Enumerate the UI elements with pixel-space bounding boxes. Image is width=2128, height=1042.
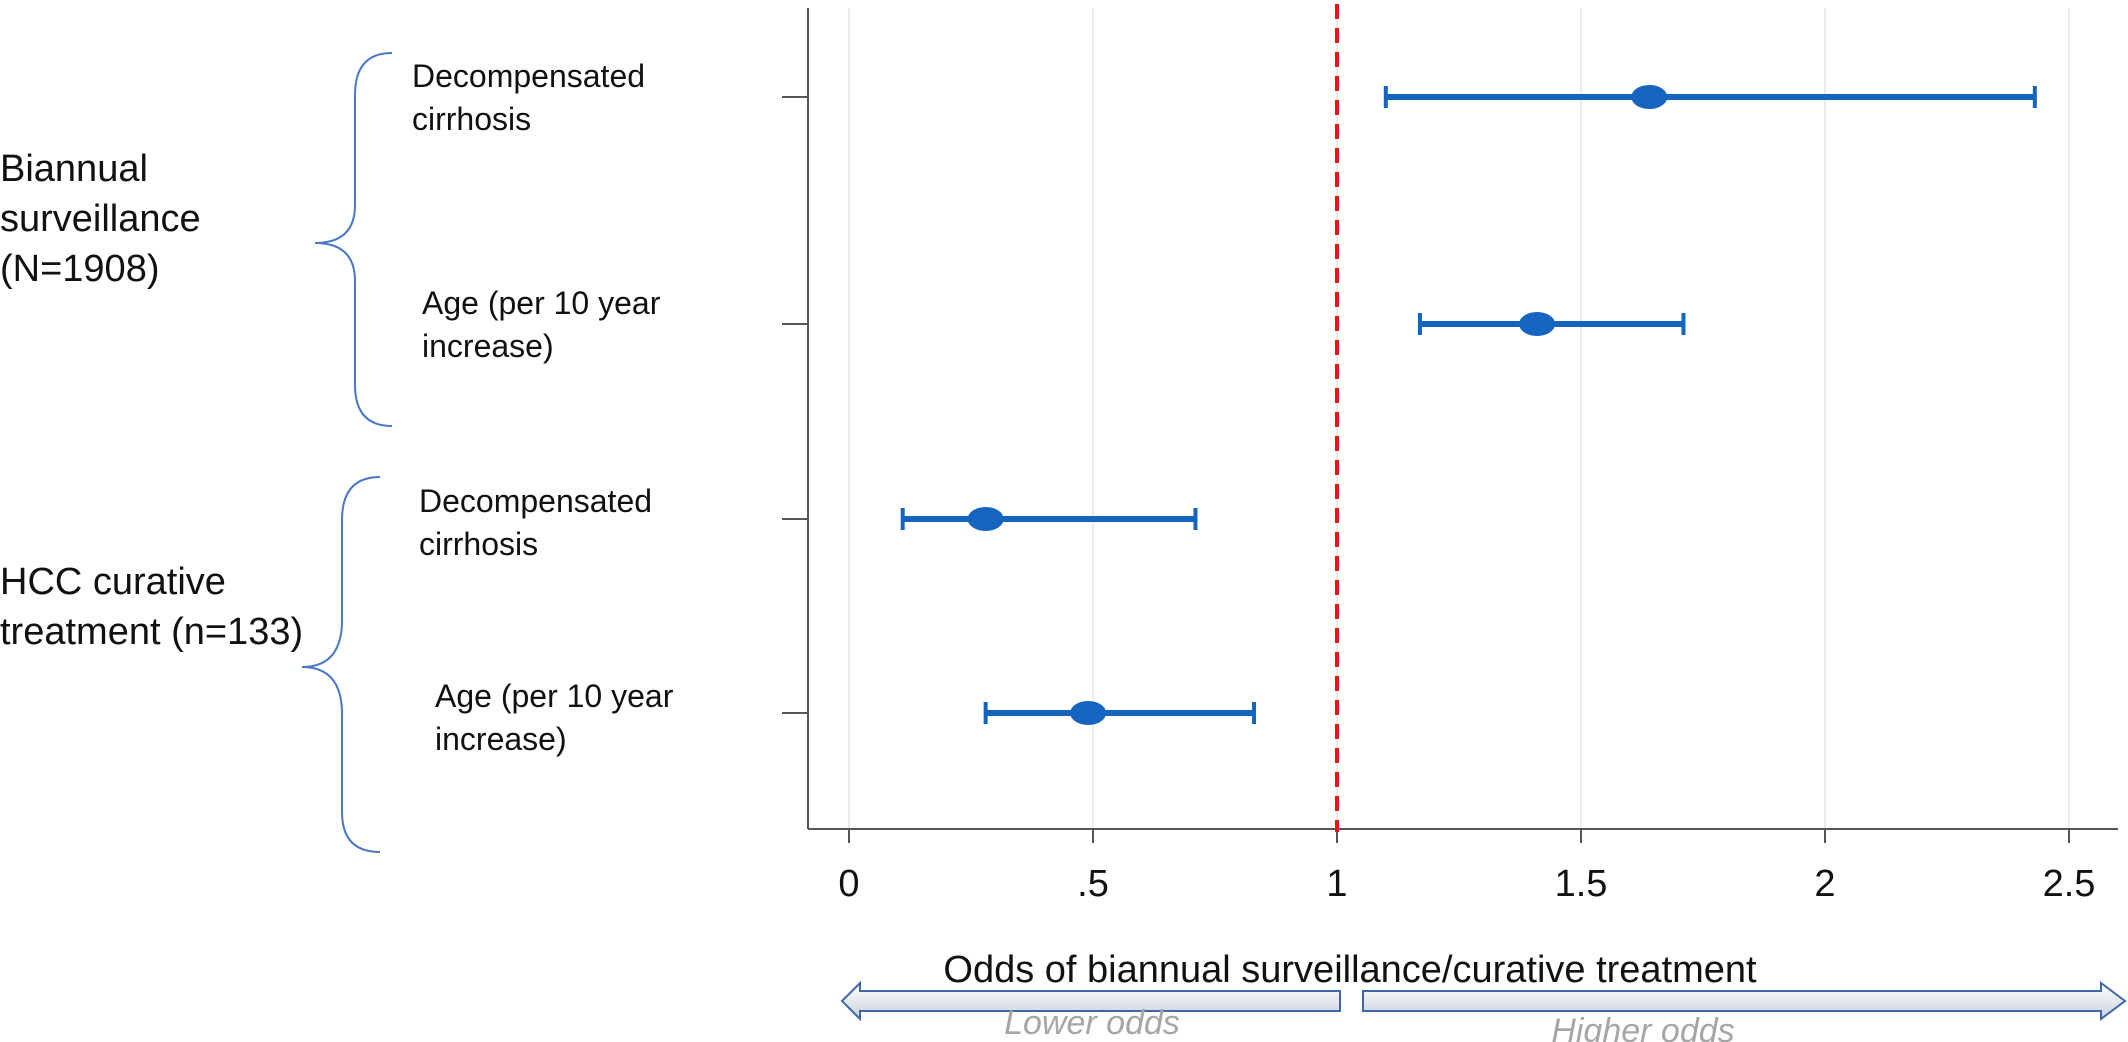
arrow-lower-odds	[840, 980, 1341, 1022]
x-tick-marks	[848, 829, 2070, 843]
x-tick-label: 0	[838, 863, 859, 905]
row-label: Age (per 10 year increase)	[422, 285, 661, 364]
x-tick-label: 2	[1814, 863, 1835, 905]
x-tick-label: 2.5	[2043, 863, 2096, 905]
point-estimate	[967, 507, 1004, 531]
row-labels: Decompensated cirrhosis Age (per 10 year in…	[412, 58, 674, 757]
arrow-higher-odds	[1362, 981, 2127, 1021]
plot-gridlines	[848, 8, 2070, 829]
arrow-higher-odds-label: Higher odds	[1551, 1012, 1734, 1042]
group-labels: Biannual surveillance (N=1908) HCC curative…	[0, 148, 303, 653]
x-tick-label: 1.5	[1555, 863, 1608, 905]
x-axis-label: Odds of biannual surveillance/curative t…	[943, 949, 1757, 991]
x-tick-label: 1	[1326, 863, 1347, 905]
y-tick-marks	[782, 96, 808, 714]
point-estimate	[1070, 701, 1107, 725]
x-tick-labels: 0 .5 1 1.5 2 2.5	[838, 863, 2095, 905]
row-label: Age (per 10 year increase)	[435, 678, 674, 757]
error-bars	[900, 85, 2037, 725]
group-bracket-biannual	[314, 52, 393, 427]
x-tick-label: .5	[1077, 863, 1109, 905]
group-label: Biannual surveillance (N=1908)	[0, 148, 201, 290]
row-label: Decompensated cirrhosis	[412, 58, 645, 137]
point-estimate	[1631, 85, 1668, 109]
arrow-lower-odds-label: Lower odds	[1004, 1004, 1180, 1042]
point-estimate	[1519, 312, 1556, 336]
row-label: Decompensated cirrhosis	[419, 483, 652, 562]
group-label: HCC curative treatment (n=133)	[0, 561, 303, 653]
group-bracket-hcc	[301, 476, 381, 853]
